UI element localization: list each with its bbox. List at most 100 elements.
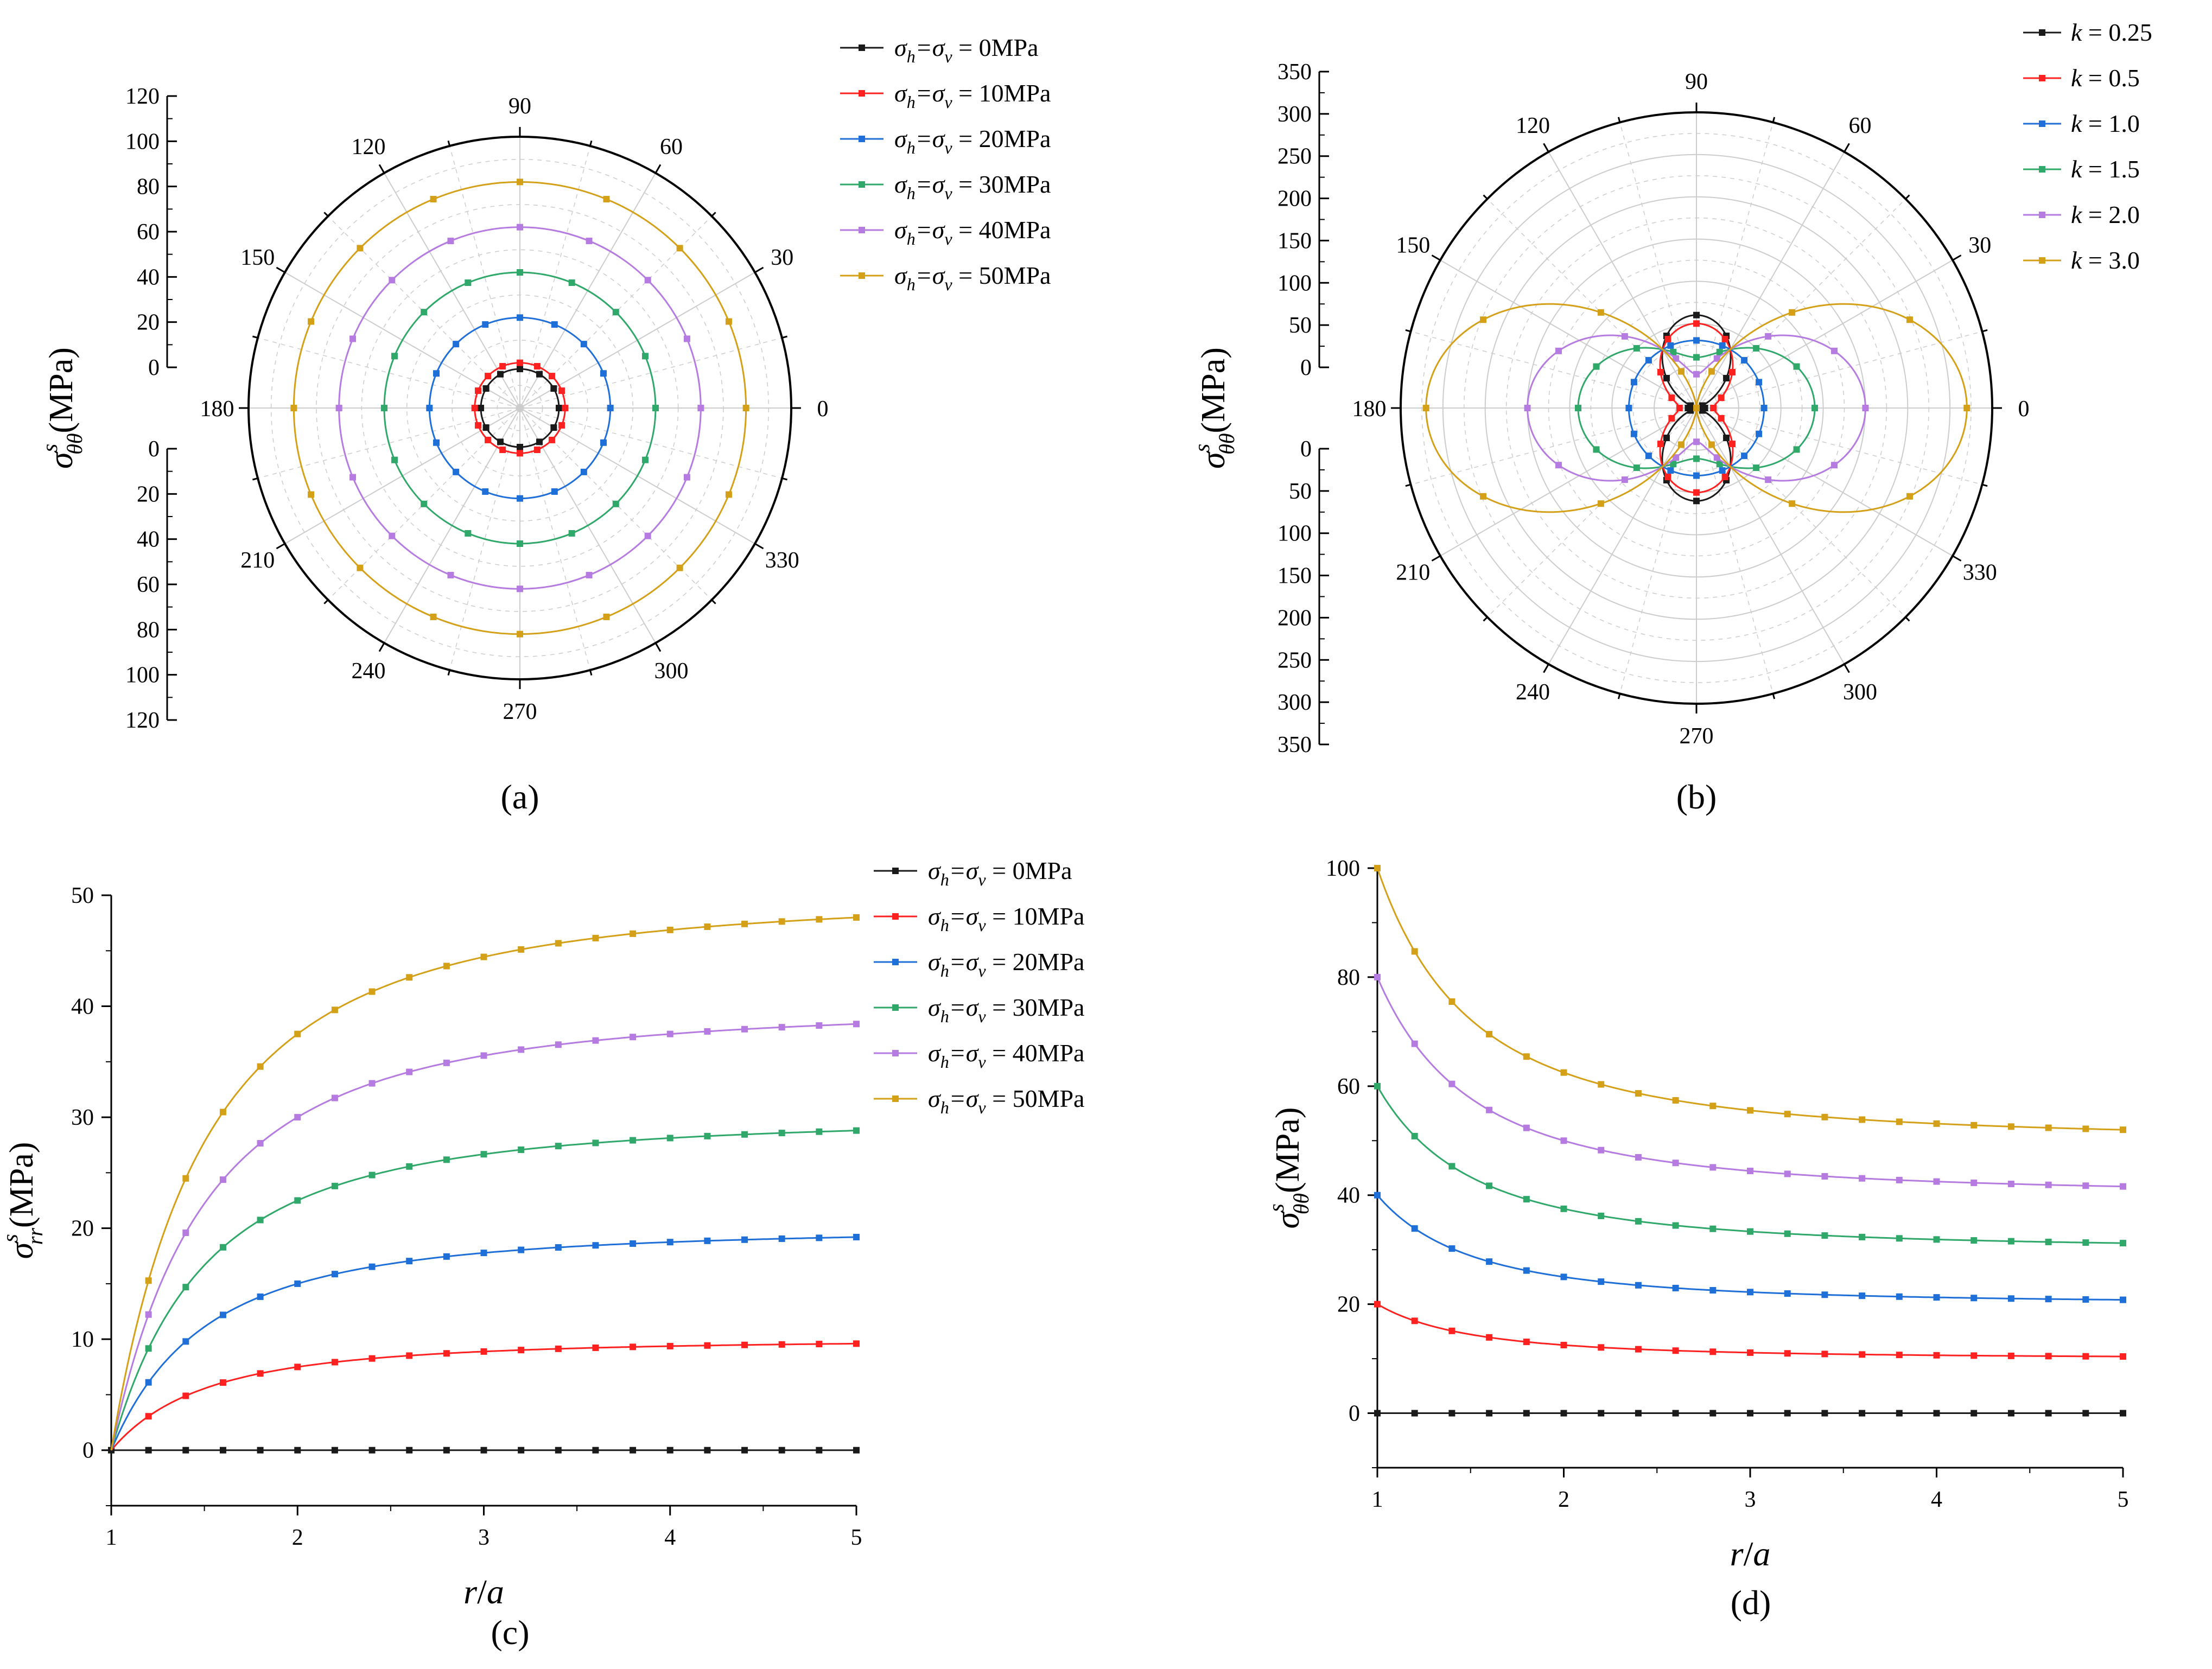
series-marker (453, 341, 460, 348)
legend-value: = 3.0 (2082, 246, 2139, 274)
series-marker (555, 1345, 562, 1352)
legend-value: = 40MPa (952, 216, 1051, 244)
legend-sub-v: v (978, 915, 986, 935)
series-marker (556, 405, 562, 411)
angle-tick (654, 164, 662, 174)
radial-tick-label: 40 (137, 527, 160, 552)
angle-tick (1772, 693, 1776, 699)
series-marker (1621, 333, 1628, 340)
series-marker (294, 1030, 301, 1037)
series-marker (1729, 368, 1736, 375)
series-marker (853, 914, 860, 921)
angle-tick (1543, 664, 1549, 673)
angle-label: 240 (1516, 680, 1550, 705)
series-marker (704, 923, 711, 930)
legend-k: k (2071, 110, 2083, 137)
series-marker (478, 405, 484, 411)
grid-spoke (1696, 259, 1953, 409)
series-marker (778, 1447, 785, 1454)
series-curve (1376, 1194, 2124, 1301)
series-marker (741, 1341, 748, 1348)
series-marker (704, 1132, 711, 1139)
legend-value: = 10MPa (986, 902, 1085, 930)
series-marker (562, 405, 569, 411)
legend-marker (2039, 166, 2045, 173)
series-marker (1831, 462, 1838, 469)
series-marker (331, 1447, 338, 1454)
series-marker (1741, 356, 1748, 364)
series-marker (1486, 1334, 1493, 1341)
angle-label: 90 (508, 94, 531, 119)
series-marker (518, 1046, 525, 1053)
series-marker (568, 530, 575, 537)
series-marker (518, 1146, 525, 1154)
series-marker (592, 934, 599, 941)
series-marker (853, 1234, 860, 1240)
series-marker (1793, 446, 1800, 453)
series-marker (1718, 415, 1725, 422)
series-marker (257, 1216, 264, 1224)
panel-label-c: (c) (491, 1613, 529, 1652)
angle-tick (252, 477, 258, 481)
series-marker (1821, 1113, 1828, 1120)
angle-tick (1952, 254, 1962, 261)
series-marker (517, 495, 523, 502)
series-marker (1862, 405, 1869, 411)
series-curve (1376, 868, 2124, 1131)
series-marker (1971, 1410, 1978, 1417)
series-marker (1971, 1237, 1978, 1244)
series-marker (294, 1447, 301, 1454)
series-marker (1523, 1196, 1530, 1203)
series-marker (349, 335, 357, 342)
legend-value: = 1.5 (2082, 155, 2139, 183)
series-marker (1784, 1111, 1791, 1118)
series-marker (1672, 1097, 1679, 1104)
panel-label-b: (b) (1676, 778, 1717, 816)
series-marker (517, 450, 523, 457)
legend-sub-h: h (940, 1052, 949, 1072)
legend-label: k = 1.5 (2071, 155, 2140, 183)
series-marker (816, 916, 823, 923)
series-marker (1633, 464, 1640, 472)
y-title-unit: (MPa) (1195, 347, 1232, 433)
series-marker (704, 1447, 711, 1454)
series-marker (1896, 1293, 1903, 1300)
angle-tick (1982, 329, 1988, 333)
series-marker (447, 571, 454, 578)
series-marker (1448, 1327, 1455, 1334)
radial-tick-label: 40 (137, 265, 160, 290)
legend-sigma: σ (894, 170, 908, 198)
series-marker (1760, 405, 1768, 411)
series-marker (482, 385, 490, 392)
series-marker (1672, 1347, 1679, 1354)
series-marker (580, 468, 587, 475)
x-title-a: a (487, 1572, 504, 1611)
series-marker (1668, 415, 1675, 422)
x-tick-label: 3 (1745, 1487, 1756, 1512)
series-marker (630, 1447, 637, 1454)
legend-value: = 50MPa (952, 262, 1051, 289)
x-title-r: r (1730, 1534, 1744, 1573)
legend-label: σh=σv = 40MPa (928, 1039, 1084, 1072)
legend-sigma: σ (894, 34, 908, 61)
legend-marker (892, 1050, 899, 1056)
legend-value: = 1.0 (2082, 110, 2139, 137)
legend-sub-h: h (940, 870, 949, 889)
series-marker (294, 1364, 301, 1371)
series-marker (555, 1041, 562, 1048)
series-marker (816, 1447, 823, 1454)
legend-value: = 40MPa (986, 1039, 1085, 1067)
y-title-symbol: σ (1195, 451, 1232, 469)
legend-sigma: =σ (916, 262, 946, 289)
y-title-unit: (MPa) (1269, 1107, 1306, 1193)
series-marker (1630, 379, 1637, 386)
series-marker (1411, 1040, 1418, 1047)
angle-label: 270 (1680, 724, 1714, 749)
series-marker (1480, 316, 1487, 323)
legend-value: = 30MPa (952, 170, 1051, 198)
series-marker (368, 1171, 376, 1179)
x-axis-title: r/a (463, 1572, 504, 1611)
angle-label: 0 (2018, 397, 2030, 422)
series-marker (2045, 1238, 2052, 1245)
series-marker (518, 1246, 525, 1253)
